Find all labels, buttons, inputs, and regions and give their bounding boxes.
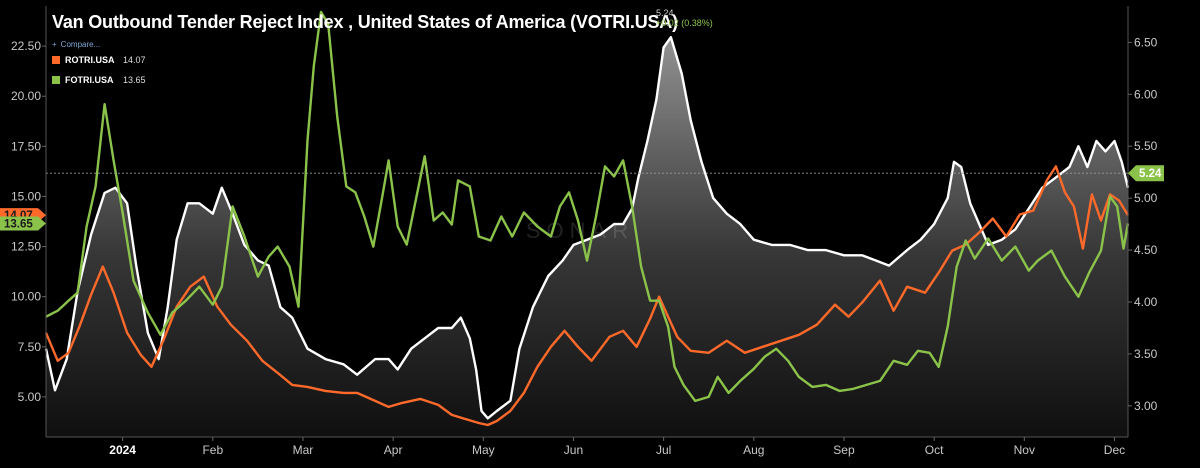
right-tick-label: 4.00 — [1134, 295, 1158, 309]
compare-link[interactable]: + Compare... — [52, 38, 146, 50]
right-badge-label: 5.24 — [1139, 168, 1162, 180]
legend: + Compare... ROTRI.USA 14.07 FOTRI.USA 1… — [52, 38, 146, 90]
right-value-badge: 5.24 — [1128, 165, 1164, 182]
left-badge-shape — [0, 216, 46, 231]
series-line-fotri-usa — [45, 10, 1130, 403]
x-tick-label: Dec — [1104, 443, 1125, 457]
x-tick-label: Jun — [564, 443, 583, 457]
x-tick-label: May — [472, 443, 495, 457]
left-tick-label: 17.50 — [11, 139, 41, 153]
x-tick-label: Apr — [384, 443, 403, 457]
right-tick-label: 6.00 — [1134, 87, 1158, 101]
legend-item-rotri[interactable]: ROTRI.USA 14.07 — [52, 50, 146, 70]
right-tick-label: 3.50 — [1134, 347, 1158, 361]
compare-label: Compare... — [60, 39, 101, 49]
left-tick-label: 20.00 — [11, 89, 41, 103]
left-tick-label: 10.00 — [11, 290, 41, 304]
right-tick-label: 6.50 — [1134, 35, 1158, 49]
x-tick-label: Jul — [656, 443, 671, 457]
legend-item-fotri[interactable]: FOTRI.USA 13.65 — [52, 70, 146, 90]
last-value: 5.24 — [656, 8, 674, 18]
legend-value-rotri: 14.07 — [123, 55, 146, 65]
legend-name-rotri: ROTRI.USA — [65, 55, 115, 65]
x-tick-label: Oct — [925, 443, 944, 457]
legend-swatch-fotri — [52, 76, 60, 84]
legend-value-fotri: 13.65 — [123, 75, 146, 85]
left-tick-label: 15.00 — [11, 189, 41, 203]
left-tick-label: 5.00 — [18, 390, 42, 404]
left-tick-label: 12.50 — [11, 240, 41, 254]
left-value-badge: 13.65 — [0, 216, 46, 231]
right-tick-label: 5.50 — [1134, 139, 1158, 153]
x-tick-label: Mar — [293, 443, 314, 457]
series-line-votri-usa — [44, 36, 1130, 420]
left-tick-label: 22.50 — [11, 39, 41, 53]
x-tick-label: Aug — [743, 443, 764, 457]
area-fill-votri-usa — [46, 37, 1128, 437]
x-tick-label: 2024 — [109, 443, 136, 457]
last-change-readout: 5.24 +0.02 (0.38%) — [656, 8, 713, 28]
chart-title: Van Outbound Tender Reject Index , Unite… — [52, 12, 678, 32]
series-line-rotri-usa — [44, 165, 1130, 427]
right-tick-label: 4.50 — [1134, 243, 1158, 257]
right-tick-label: 3.00 — [1134, 399, 1158, 413]
left-tick-label: 7.50 — [18, 340, 42, 354]
plus-icon: + — [52, 39, 57, 49]
legend-swatch-rotri — [52, 56, 60, 64]
x-tick-label: Feb — [202, 443, 223, 457]
right-badge-shape — [1128, 165, 1164, 182]
x-tick-label: Sep — [833, 443, 855, 457]
x-tick-label: Nov — [1014, 443, 1035, 457]
legend-name-fotri: FOTRI.USA — [65, 75, 114, 85]
change-value: +0.02 (0.38%) — [656, 18, 713, 28]
left-badge-label: 13.65 — [4, 219, 33, 231]
right-tick-label: 5.00 — [1134, 191, 1158, 205]
